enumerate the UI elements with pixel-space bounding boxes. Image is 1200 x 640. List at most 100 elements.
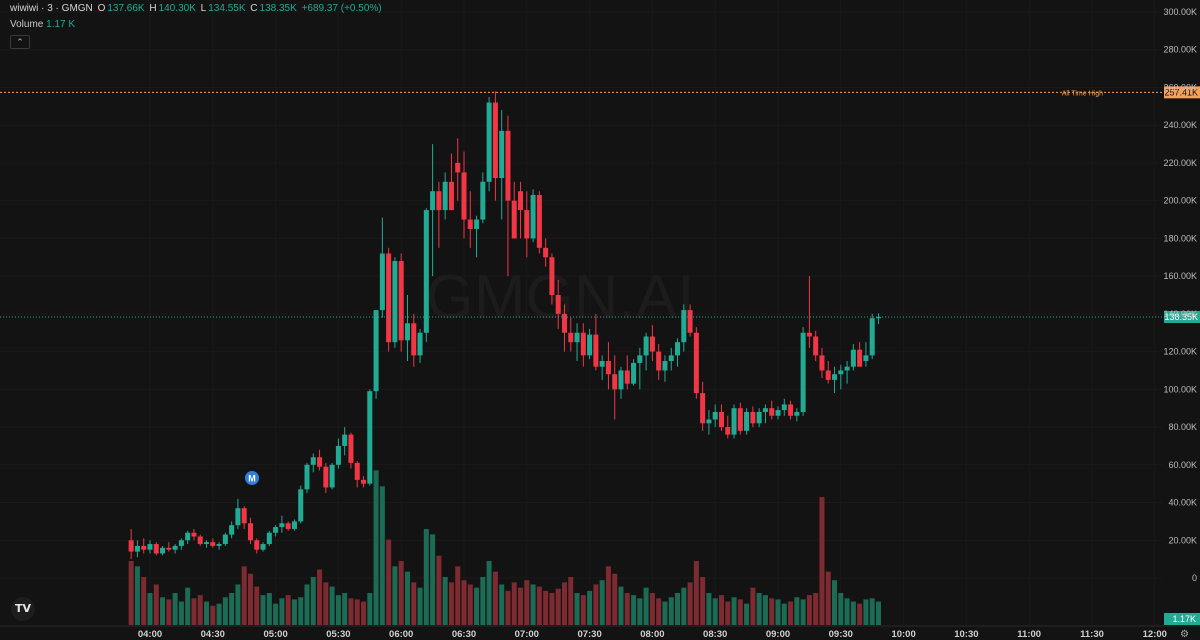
volume-bar: [166, 599, 172, 625]
y-tick-label: 260.00K: [1163, 82, 1197, 92]
candle-body: [649, 336, 655, 352]
x-tick-label: 05:00: [263, 629, 287, 639]
candle-body: [430, 191, 436, 211]
candle-body: [335, 445, 341, 465]
close-label: C: [250, 3, 258, 14]
candle-body: [656, 351, 662, 371]
gear-icon[interactable]: ⚙: [1180, 629, 1189, 640]
volume-bar: [404, 571, 410, 625]
candle-body: [819, 355, 825, 371]
candle-body: [869, 318, 875, 356]
candle-body: [781, 404, 787, 411]
candle-body: [543, 247, 549, 258]
candle-body: [668, 355, 674, 362]
ohlc-legend: wiwiwi · 3 · GMGN O 137.66K H 140.30K L 134…: [10, 3, 384, 14]
volume-bar: [329, 586, 335, 625]
volume-bar: [536, 586, 542, 625]
event-marker[interactable]: M: [245, 471, 259, 485]
candles: [128, 91, 881, 560]
volume-bar: [492, 571, 498, 625]
volume-bar: [549, 593, 555, 625]
volume-bar: [222, 597, 228, 625]
candle-body: [530, 195, 536, 239]
volume-bar: [285, 595, 291, 625]
candle-body: [323, 466, 329, 488]
candle-body: [304, 464, 310, 490]
volume-bar: [832, 580, 838, 625]
candle-body: [794, 411, 800, 416]
x-tick-label: 11:00: [1017, 629, 1041, 639]
candle-body: [486, 102, 492, 182]
candle-body: [361, 479, 367, 484]
volume-bar: [386, 539, 392, 625]
candle-body: [825, 370, 831, 380]
marker-label: M: [248, 474, 256, 484]
volume-bar: [580, 595, 586, 625]
candle-body: [875, 316, 881, 319]
candle-body: [850, 349, 856, 367]
x-tick-label: 10:00: [891, 629, 915, 639]
candle-body: [737, 408, 743, 431]
candle-body: [279, 523, 285, 528]
candle-body: [813, 336, 819, 356]
candle-body: [480, 181, 486, 220]
volume-bar: [863, 599, 869, 625]
volume-bar: [668, 597, 674, 625]
candle-body: [599, 361, 605, 367]
volume-bar: [160, 597, 166, 625]
candle-body: [310, 457, 316, 465]
candle-body: [153, 544, 159, 554]
volume-bar: [474, 587, 480, 625]
volume-bar: [185, 587, 191, 625]
volume-bar: [266, 593, 272, 625]
candle-body: [844, 366, 850, 371]
candle-body: [549, 257, 555, 295]
volume-bar: [750, 587, 756, 625]
candle-body: [731, 408, 737, 435]
volume-bar: [229, 593, 235, 625]
volume-bar: [756, 593, 762, 625]
volume-bar: [737, 599, 743, 625]
candle-body: [455, 162, 461, 173]
candle-body: [216, 544, 222, 546]
candle-body: [197, 536, 203, 545]
ath-price-label: 257.41K: [1164, 87, 1198, 97]
volume-bar: [806, 595, 812, 625]
x-axis[interactable]: 04:00 04:30 05:00 05:30 06:00 06:30 07:00 07:30…: [0, 625, 1200, 639]
volume-bar: [612, 573, 618, 625]
y-tick-label: 280.00K: [1163, 45, 1197, 55]
candle-body: [762, 408, 768, 412]
candle-body: [160, 547, 166, 554]
volume-bar: [204, 601, 210, 625]
volume-bar: [461, 580, 467, 625]
volume-bar: [392, 566, 398, 625]
volume-bar: [593, 584, 599, 625]
candle-body: [273, 527, 279, 533]
marker-circle[interactable]: [245, 471, 259, 485]
y-tick-label: 300.00K: [1163, 7, 1197, 17]
chevron-up-icon[interactable]: ⌃: [10, 35, 30, 49]
volume-bar: [247, 573, 253, 625]
volume-bar: [825, 571, 831, 625]
volume-bar: [354, 599, 360, 625]
high-label: H: [149, 3, 157, 14]
volume-bar: [304, 584, 310, 625]
candle-body: [744, 411, 750, 431]
volume-bar: [423, 529, 429, 625]
volume-legend: Volume 1.17 K: [10, 19, 75, 30]
candle-body: [317, 457, 323, 467]
candle-body: [474, 219, 480, 229]
volume-bar: [530, 584, 536, 625]
candle-body: [718, 411, 724, 428]
y-axis[interactable]: 300.00K 280.00K 260.00K 240.00K 220.00K 200.0…: [1163, 7, 1197, 583]
volume-bar: [587, 590, 593, 625]
volume-bar: [769, 598, 775, 625]
volume-bar: [700, 577, 706, 625]
candle-body: [172, 545, 178, 550]
tradingview-logo[interactable]: TV: [11, 597, 35, 621]
volume-bar: [147, 593, 153, 625]
symbol-title[interactable]: wiwiwi · 3 · GMGN: [10, 3, 93, 14]
candle-body: [241, 508, 247, 524]
volume-bar: [599, 580, 605, 625]
